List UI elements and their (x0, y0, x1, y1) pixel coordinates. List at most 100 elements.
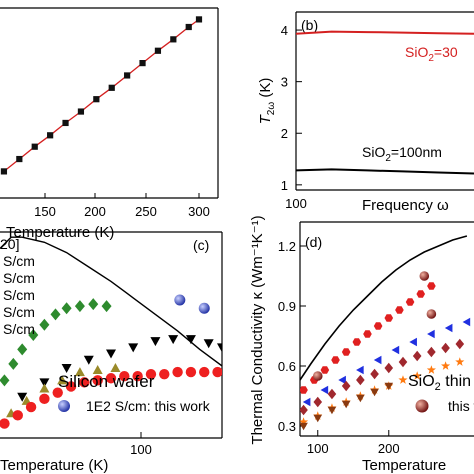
panel-d-series-4-point (370, 388, 379, 397)
panel-b-x-axis-label: Frequency ω (362, 197, 449, 214)
panel-b-series-label-black-rest: =100nm (391, 144, 442, 160)
panel-d-series-4-point (384, 382, 394, 391)
panel-d-series-4-point (300, 422, 308, 431)
panel-c-model-line (0, 236, 222, 367)
panel-a-series-0-point (154, 47, 162, 54)
panel-c-series-3-point (65, 381, 77, 392)
panel-d-series-0-point (320, 366, 330, 374)
panel-d-plot (300, 235, 471, 431)
panel-a-plot (0, 16, 203, 175)
panel-c-series-1-point (150, 337, 161, 347)
panel-c-legend-entry: S/cm (3, 270, 35, 286)
panel-c-series-0-point (17, 343, 28, 356)
panel-c-legend-entry: S/cm (3, 304, 35, 320)
panel-b-ylabel-sub: 2ω (266, 102, 277, 116)
panel-d-series-1-point (427, 329, 435, 339)
panel-d-this-work-marker (415, 399, 429, 413)
panel-c-series-1-point (106, 349, 116, 359)
panel-b-series-label-red-rest: =30 (434, 44, 458, 60)
panel-a-series-0-point (170, 36, 177, 43)
panel-c-plot (0, 236, 222, 429)
panel-b-ytick-label: 4 (281, 23, 288, 38)
panel-b-ylabel-main: T (257, 113, 274, 124)
panel-c-series-0-point (61, 302, 72, 315)
panel-d-label: (d) (305, 234, 322, 250)
panel-d-ytick-label: 0.3 (278, 419, 296, 434)
panel-d-series-2-point (412, 350, 422, 362)
panel-c-series-3-point (105, 373, 117, 384)
panel-c-series-1-point (128, 343, 139, 353)
panel-c-series-0-point (50, 308, 61, 321)
panel-d-series-2-point (313, 396, 323, 408)
panel-d-series-1-point (462, 317, 471, 327)
panel-c-legend-entry: S/cm (3, 321, 35, 337)
panel-d-series-1-point (320, 385, 329, 395)
panel-d-series-2-point (455, 338, 465, 350)
panel-c-series-3-point (185, 366, 197, 378)
panel-d-series-4-point (356, 394, 365, 403)
panel-c-series-3-point (145, 368, 157, 380)
panel-a-series-0-point (195, 16, 203, 23)
panel-c-series-0-point (39, 318, 50, 331)
panel-b-series-label-black: SiO2=100nm (362, 144, 442, 164)
panel-c-series-1-point (168, 335, 179, 345)
panel-a-series-0-point (62, 119, 69, 127)
panel-d-annotation-rest: thin (441, 373, 471, 390)
panel-c-series-3-point (212, 366, 222, 378)
panel-d-series-0-point (384, 314, 394, 322)
panel-a-series-0-point (77, 108, 85, 115)
panel-d-series-1-point (302, 397, 311, 407)
panel-b-ytick-label: 1 (281, 178, 288, 193)
panel-d-series-4-point (327, 406, 337, 415)
panel-c-series-0-point (28, 329, 39, 341)
panel-b-label: (b) (301, 17, 318, 33)
panel-a-xtick-label: 150 (34, 204, 56, 219)
panel-c-series-0-point (8, 357, 19, 370)
panel-b-xtick-label: 100 (285, 196, 307, 211)
panel-a-series-0-point (47, 132, 54, 139)
panel-b-y-axis-label: T2ω (K) (257, 78, 277, 125)
panel-b-plot (296, 30, 474, 175)
panel-d-series-2-point (356, 374, 365, 386)
panel-c-series-3-point (199, 366, 210, 378)
panel-a-xtick-label: 300 (188, 204, 210, 219)
panel-d-ytick-label: 0.9 (278, 299, 296, 314)
svg-text:T2ω (K): T2ω (K) (257, 78, 277, 125)
panel-a-series-0-point (0, 168, 8, 175)
panel-c-series-0-point (101, 300, 112, 313)
panel-c-series-1-point (39, 378, 50, 388)
panel-d-annotation: SiO2 thin (408, 373, 471, 393)
panel-d-series-0-point (331, 356, 340, 364)
panel-d-ytick-label: 1.2 (278, 239, 296, 254)
panel-c-this-work-marker (58, 400, 70, 412)
panel-a-series-0-point (185, 23, 192, 31)
panel-c-series-3-point (79, 377, 90, 388)
panel-a: 150 200 250 300 Temperature (K) (0, 7, 219, 241)
panel-c-series-2-point (39, 383, 50, 393)
panel-d-series-2-point (427, 346, 436, 358)
panel-d-series-2-point (398, 356, 408, 368)
panel-d-y-axis-label: Thermal Conductivity κ (Wm⁻¹K⁻¹) (249, 215, 266, 444)
panel-d-series-5-point (419, 271, 430, 281)
panel-b-series-label-red-main: SiO (405, 44, 428, 60)
panel-d-annotation-sub: 2 (435, 381, 441, 393)
panel-b-ytick-label: 3 (281, 75, 288, 90)
panel-d-series-3-point (441, 361, 451, 370)
panel-c-series-3-point (12, 410, 23, 421)
panel-d-series-5-point (312, 371, 323, 381)
panel-b-series-label-black-main: SiO (362, 144, 385, 160)
panel-d-series-1-point (373, 355, 382, 365)
panel-c-series-2-point (92, 365, 103, 375)
panel-c-annotation: Silicon wafer (58, 372, 155, 391)
panel-d-series-1-point (338, 375, 346, 385)
panel-d-series-1-point (391, 345, 400, 355)
panel-d-series-1-point (444, 323, 453, 333)
panel-a-series-0-point (139, 60, 146, 67)
panel-c-series-2-point (74, 367, 85, 377)
panel-d-yticks: 0.3 0.6 0.9 1.2 (278, 239, 306, 434)
panel-b-series-label-red: SiO2=30 (405, 44, 458, 64)
panel-d-series-5-point (426, 309, 437, 319)
panel-c-series-3-point (119, 371, 130, 382)
